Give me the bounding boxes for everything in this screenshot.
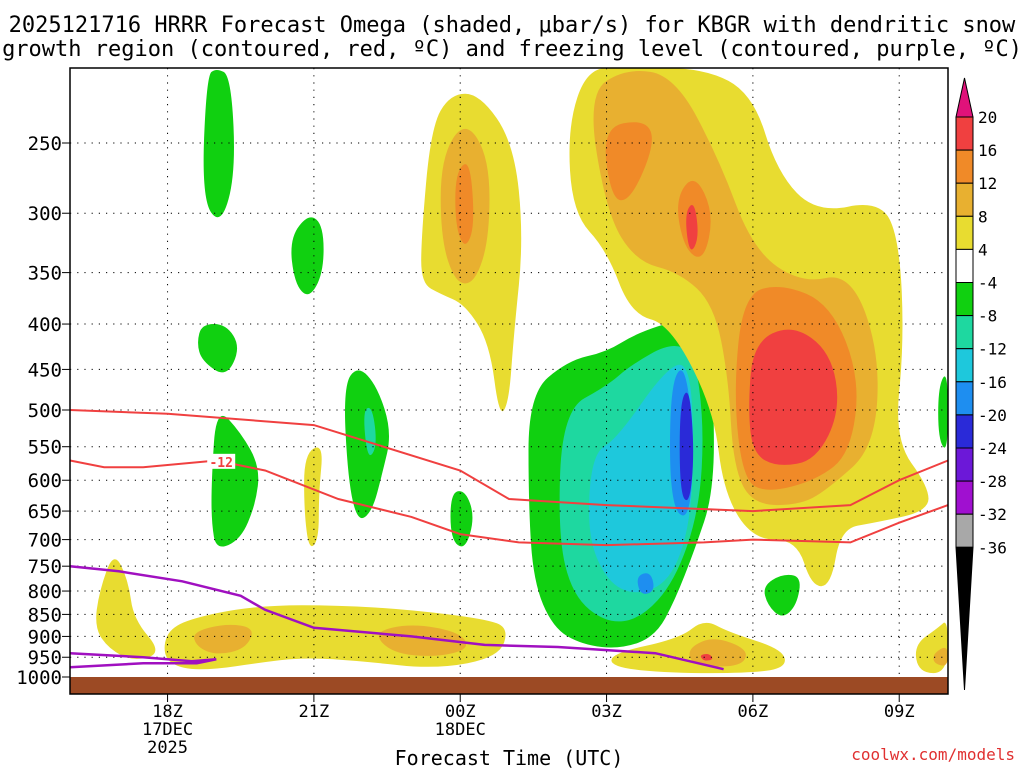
x-axis-title: Forecast Time (UTC) bbox=[395, 746, 624, 768]
omega-region-sinking-orange-2 bbox=[194, 624, 252, 654]
x-tick-label-3-0: 03Z bbox=[591, 702, 622, 722]
omega-shading bbox=[96, 68, 948, 674]
plot-frame bbox=[69, 67, 949, 695]
y-tick-label-300: 300 bbox=[28, 203, 62, 225]
colorbar-swatch-5 bbox=[955, 282, 974, 317]
colorbar-label-7: -12 bbox=[978, 340, 1007, 359]
y-tick-label-500: 500 bbox=[28, 400, 62, 422]
ground-bar bbox=[70, 677, 948, 694]
omega-region-sinking-yellow-3 bbox=[304, 447, 322, 547]
colorbar-top-arrow bbox=[955, 77, 974, 118]
omega-region-sinking-red-6 bbox=[749, 329, 838, 465]
chart-title-line1: 2025121716 HRRR Forecast Omega (shaded, … bbox=[9, 13, 1016, 38]
omega-region-sinking-yellow-1 bbox=[96, 559, 156, 659]
y-tick-label-350: 350 bbox=[28, 263, 62, 285]
freezing-contour-0 bbox=[69, 564, 724, 671]
x-tick-label-4-0: 06Z bbox=[738, 702, 769, 722]
y-tick-label-850: 850 bbox=[28, 604, 62, 626]
freezing-contour-1 bbox=[69, 651, 217, 669]
omega-region-sinking-orange-5b bbox=[605, 122, 652, 201]
x-tick-label-0-2: 2025 bbox=[147, 738, 188, 758]
omega-region-rising-blue-600b bbox=[637, 573, 654, 594]
omega-colorbar: 20 16 12 8 4 -4 -8 -12 -16 -20 -24 -28 -32 -36 bbox=[955, 77, 1007, 691]
colorbar-bottom-arrow bbox=[955, 546, 974, 691]
y-tick-label-600: 600 bbox=[28, 470, 62, 492]
y-tick-label-900: 900 bbox=[28, 626, 62, 648]
colorbar-label-6: -8 bbox=[978, 307, 997, 326]
omega-region-rising-cyan-550 bbox=[588, 364, 694, 593]
y-tick-label-400: 400 bbox=[28, 314, 62, 336]
colorbar-label-12: -32 bbox=[978, 505, 1007, 524]
colorbar-swatch-8 bbox=[955, 381, 974, 416]
colorbar-swatch-2 bbox=[955, 182, 974, 217]
colorbar-label-10: -24 bbox=[978, 439, 1007, 458]
colorbar-label-1: 16 bbox=[978, 141, 997, 160]
colorbar-label-0: 20 bbox=[978, 108, 997, 127]
y-tick-label-800: 800 bbox=[28, 581, 62, 603]
y-tick-label-750: 750 bbox=[28, 556, 62, 578]
contour-lines: -12 bbox=[69, 409, 949, 671]
colorbar-swatch-11 bbox=[955, 480, 974, 515]
omega-region-rising-green-200 bbox=[211, 415, 259, 547]
dgz-contour-0 bbox=[69, 409, 949, 513]
colorbar-swatch-9 bbox=[955, 414, 974, 449]
y-tick-label-700: 700 bbox=[28, 530, 62, 552]
omega-region-rising-green-300 bbox=[291, 217, 324, 295]
colorbar-swatch-10 bbox=[955, 447, 974, 482]
colorbar-swatch-1 bbox=[955, 149, 974, 184]
credit-text: coolwx.com/models bbox=[851, 745, 1015, 764]
omega-region-sinking-gold-8 bbox=[933, 647, 948, 666]
x-tick-label-2-0: 00Z bbox=[445, 702, 476, 722]
y-tick-label-250: 250 bbox=[28, 133, 62, 155]
colorbar-label-5: -4 bbox=[978, 274, 997, 293]
colorbar-label-4: 4 bbox=[978, 240, 988, 259]
colorbar-swatch-12 bbox=[955, 513, 974, 548]
colorbar-swatch-0 bbox=[955, 116, 974, 151]
colorbar-swatch-7 bbox=[955, 348, 974, 383]
x-tick-label-2-1: 18DEC bbox=[435, 720, 486, 740]
colorbar-label-11: -28 bbox=[978, 472, 1007, 491]
dgz-label-bg bbox=[207, 453, 236, 469]
omega-region-rising-green-250 bbox=[198, 324, 238, 373]
dgz-contour-label: -12 bbox=[209, 456, 232, 471]
dgz-contour-1 bbox=[69, 459, 949, 547]
omega-region-rising-green-800 bbox=[764, 574, 800, 616]
y-tick-label-550: 550 bbox=[28, 437, 62, 459]
colorbar-label-2: 12 bbox=[978, 174, 997, 193]
omega-region-rising-green-right bbox=[938, 376, 948, 448]
chart-title-line2: growth region (contoured, red, ºC) and f… bbox=[2, 37, 1022, 62]
y-tick-label-450: 450 bbox=[28, 359, 62, 381]
omega-region-sinking-red-6b bbox=[686, 205, 698, 250]
colorbar-label-13: -36 bbox=[978, 538, 1007, 557]
omega-region-sinking-red-7 bbox=[700, 653, 713, 661]
omega-region-rising-green-700 bbox=[450, 491, 473, 547]
y-tick-label-650: 650 bbox=[28, 501, 62, 523]
x-tick-label-0-0: 18Z bbox=[152, 702, 183, 722]
colorbar-swatch-4 bbox=[955, 248, 974, 283]
x-tick-label-1-0: 21Z bbox=[299, 702, 330, 722]
pressure-axis: 2503003504004505005506006507007508008509… bbox=[16, 133, 70, 689]
y-tick-label-1000: 1000 bbox=[16, 667, 62, 689]
colorbar-swatch-6 bbox=[955, 315, 974, 350]
colorbar-swatch-3 bbox=[955, 215, 974, 250]
omega-region-rising-indigo-550 bbox=[679, 392, 694, 501]
omega-region-sinking-orange-3 bbox=[378, 625, 467, 656]
omega-region-rising-green-250b bbox=[203, 69, 234, 218]
y-tick-label-950: 950 bbox=[28, 647, 62, 669]
plot-area: -12 bbox=[69, 67, 949, 695]
colorbar-label-9: -20 bbox=[978, 406, 1007, 425]
colorbar-label-8: -16 bbox=[978, 373, 1007, 392]
colorbar-label-3: 8 bbox=[978, 207, 988, 226]
x-tick-label-0-1: 17DEC bbox=[142, 720, 193, 740]
x-tick-label-5-0: 09Z bbox=[884, 702, 915, 722]
